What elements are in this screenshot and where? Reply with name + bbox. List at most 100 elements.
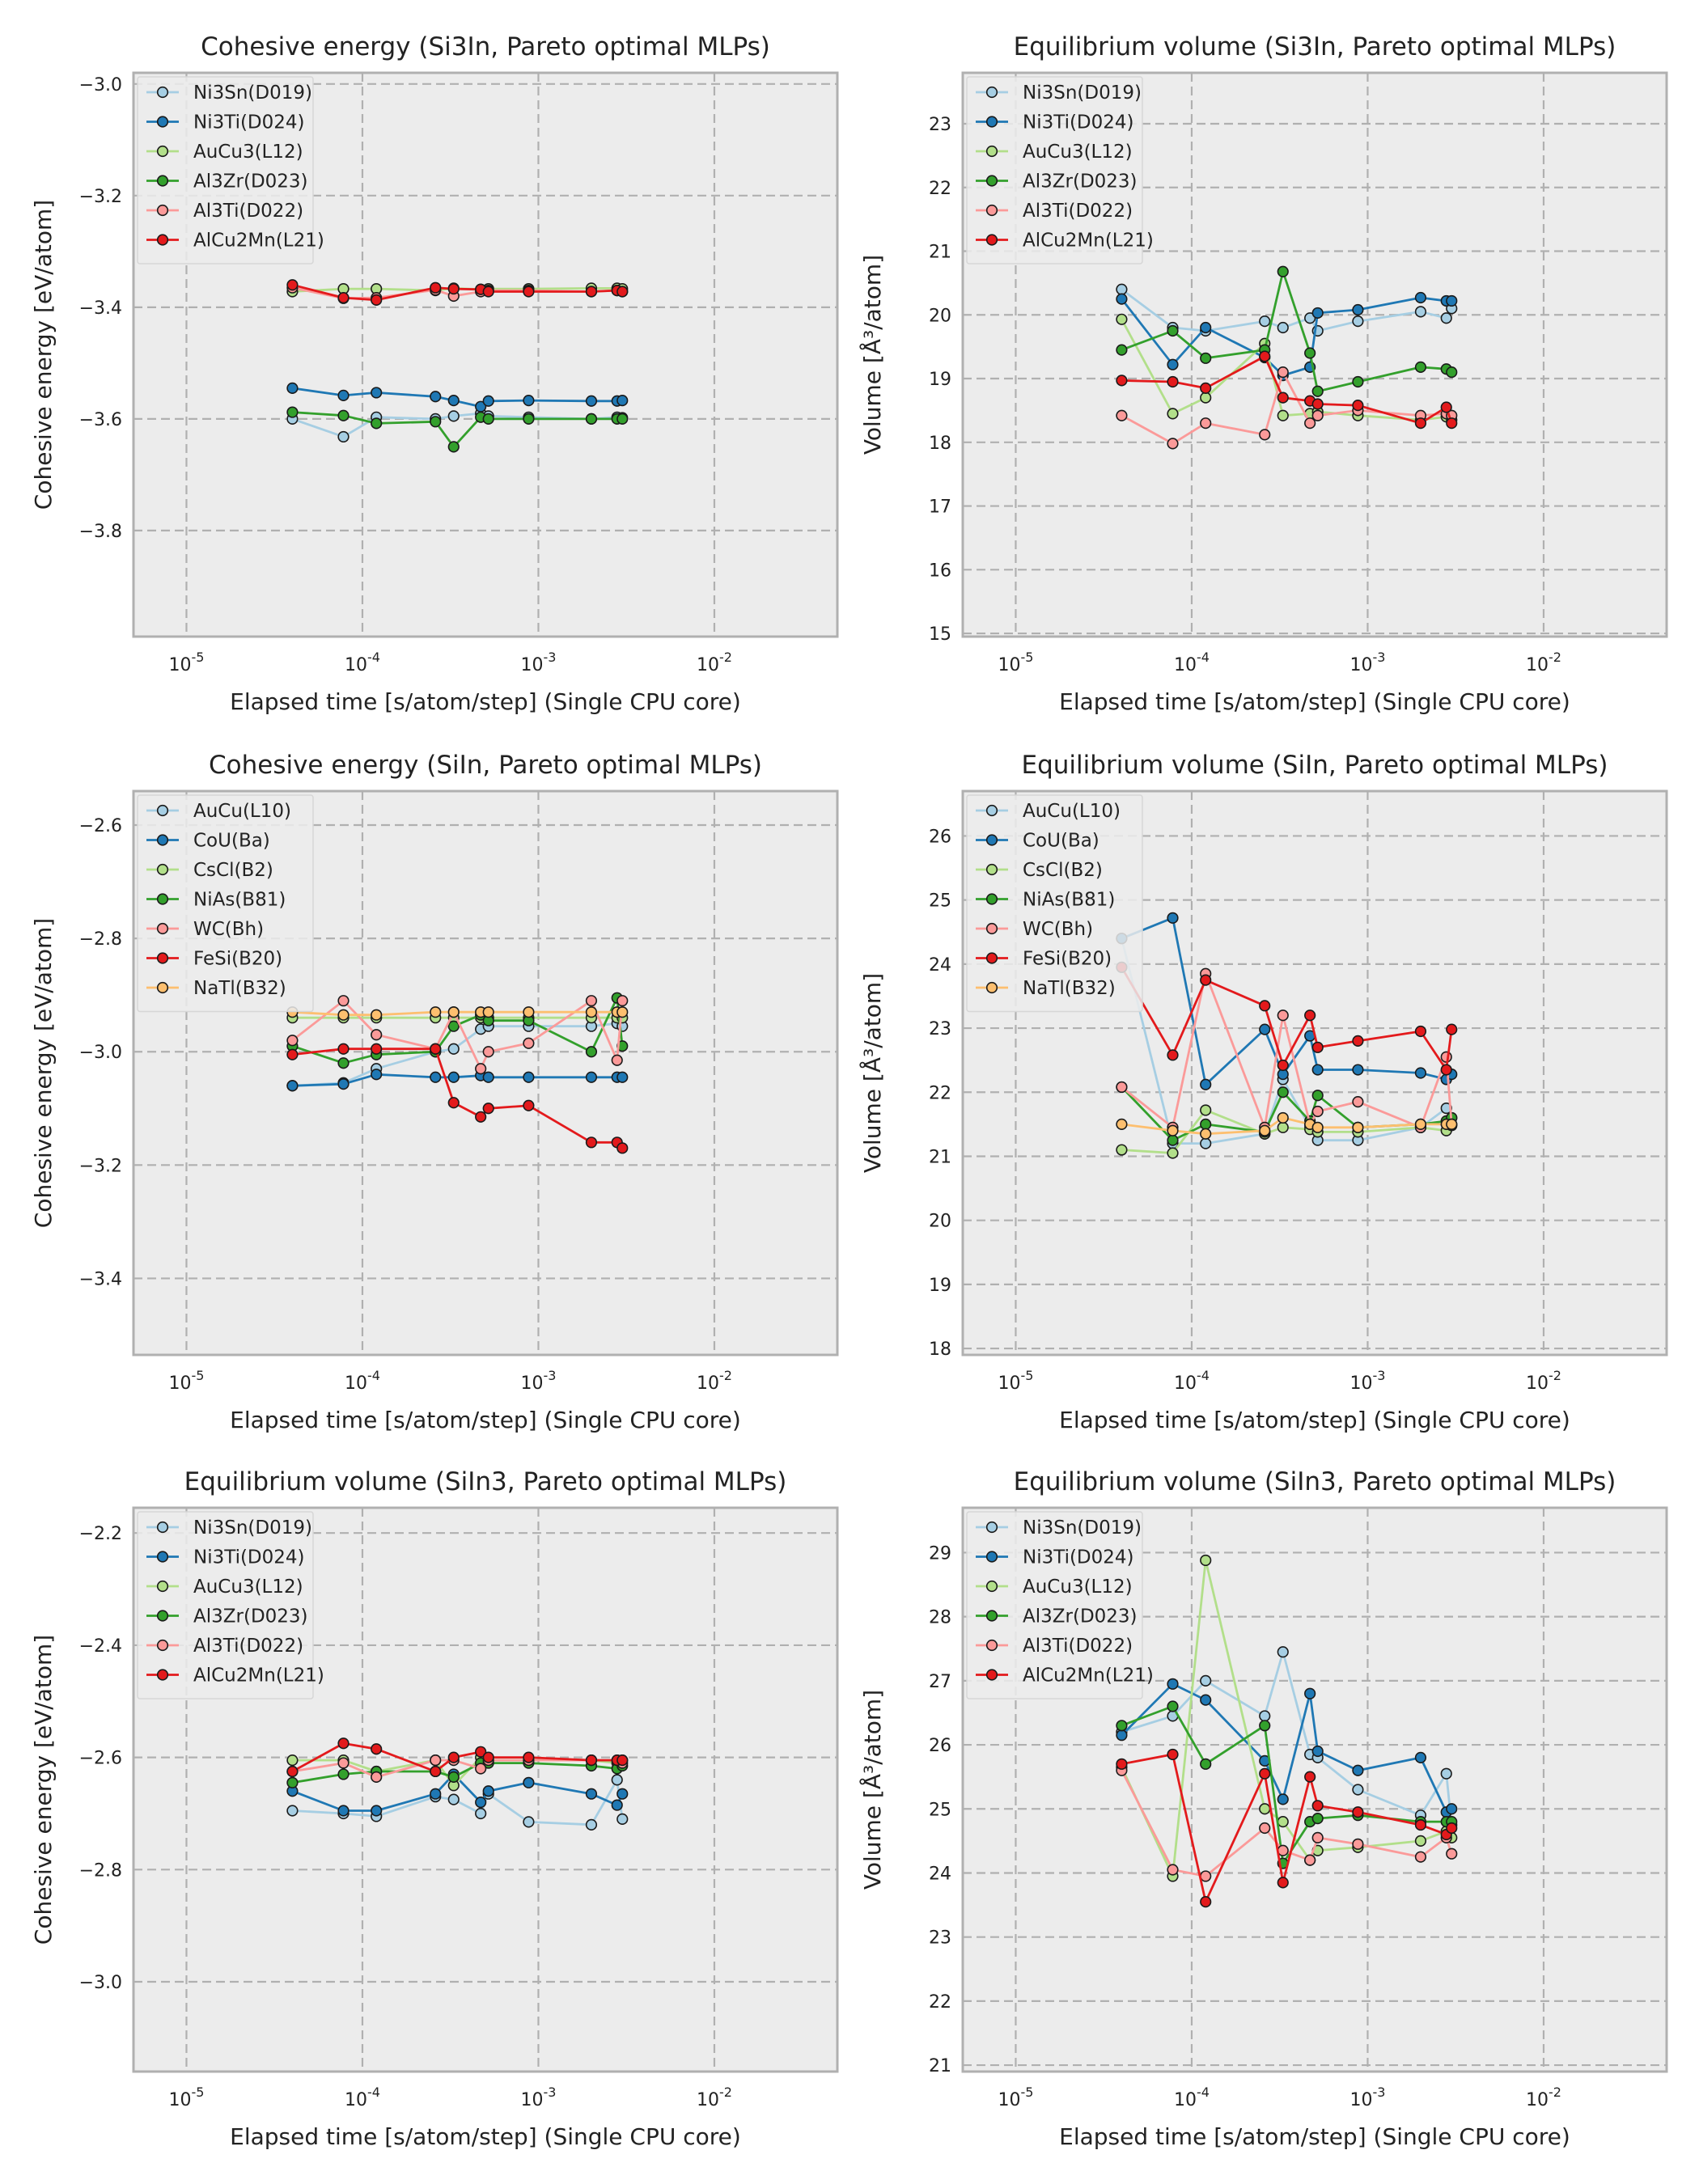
data-point bbox=[1414, 306, 1427, 318]
data-point bbox=[523, 1099, 535, 1111]
data-point bbox=[1259, 1710, 1271, 1722]
data-point bbox=[1167, 1049, 1179, 1061]
y-tick-label: 24 bbox=[929, 955, 951, 976]
y-tick-label: 16 bbox=[929, 561, 951, 581]
x-tick-exponent: -2 bbox=[719, 1368, 732, 1383]
data-point bbox=[1200, 1896, 1212, 1908]
x-tick-label: 10-3 bbox=[520, 2085, 556, 2110]
data-point bbox=[447, 1043, 460, 1055]
data-point bbox=[430, 1765, 442, 1778]
y-tick-label: −2.8 bbox=[79, 929, 122, 950]
x-tick-label: 10-3 bbox=[520, 650, 556, 675]
data-point bbox=[475, 1063, 487, 1075]
legend-label: Ni3Ti(D024) bbox=[1023, 112, 1134, 133]
legend-label: CsCl(B2) bbox=[193, 860, 273, 881]
x-tick-label: 10-4 bbox=[1174, 650, 1210, 675]
x-tick-exponent: -4 bbox=[367, 650, 380, 665]
data-point bbox=[482, 1046, 494, 1058]
data-point bbox=[1200, 1128, 1212, 1140]
x-tick-label: 10-4 bbox=[345, 650, 380, 675]
plot-frame bbox=[132, 71, 839, 638]
y-tick-label: −2.8 bbox=[79, 1860, 122, 1881]
legend-marker bbox=[985, 1580, 998, 1593]
plot-frame bbox=[961, 789, 1668, 1357]
data-point bbox=[475, 1807, 487, 1820]
data-point bbox=[447, 282, 460, 295]
legend-label: AlCu2Mn(L21) bbox=[1023, 231, 1154, 252]
legend-marker bbox=[156, 1669, 169, 1681]
x-tick-label: 10-2 bbox=[697, 2085, 732, 2110]
data-point bbox=[337, 995, 350, 1007]
x-tick-label: 10-3 bbox=[520, 1368, 556, 1394]
data-point bbox=[286, 382, 299, 395]
data-point bbox=[447, 394, 460, 407]
data-point bbox=[337, 409, 350, 421]
data-point bbox=[447, 1020, 460, 1032]
data-point bbox=[475, 1763, 487, 1775]
legend-label: NiAs(B81) bbox=[1023, 890, 1115, 911]
legend-label: Al3Zr(D023) bbox=[1023, 171, 1138, 193]
legend-marker bbox=[156, 86, 169, 99]
legend-label: WC(Bh) bbox=[1023, 919, 1093, 940]
data-point bbox=[585, 995, 598, 1007]
data-point bbox=[585, 1754, 598, 1767]
legend-marker bbox=[156, 204, 169, 217]
data-point bbox=[1414, 417, 1427, 430]
legend-label: FeSi(B20) bbox=[1023, 949, 1112, 970]
x-tick-base: 10 bbox=[168, 2090, 191, 2110]
data-point bbox=[1167, 358, 1179, 370]
data-point bbox=[337, 430, 350, 443]
data-point bbox=[1304, 1771, 1316, 1783]
legend-label: WC(Bh) bbox=[193, 919, 264, 940]
x-tick-label: 10-5 bbox=[168, 1368, 204, 1394]
data-point bbox=[1277, 1793, 1289, 1805]
y-tick-label: −3.2 bbox=[79, 187, 122, 207]
data-point bbox=[286, 1765, 299, 1778]
x-tick-exponent: -3 bbox=[543, 650, 556, 665]
data-point bbox=[1311, 398, 1324, 410]
data-point bbox=[616, 1006, 629, 1018]
data-point bbox=[1277, 1844, 1289, 1856]
data-point bbox=[337, 1057, 350, 1069]
data-point bbox=[1352, 1096, 1364, 1108]
data-point bbox=[1259, 1720, 1271, 1732]
legend-label: Ni3Ti(D024) bbox=[1023, 1547, 1134, 1568]
x-tick-label: 10-5 bbox=[168, 650, 204, 675]
x-tick-base: 10 bbox=[168, 1373, 191, 1394]
y-tick-label: 22 bbox=[929, 1992, 951, 2013]
legend-marker bbox=[985, 893, 998, 905]
data-point bbox=[1116, 375, 1128, 387]
data-point bbox=[371, 1029, 383, 1041]
data-point bbox=[371, 1069, 383, 1081]
x-tick-exponent: -3 bbox=[543, 1368, 556, 1383]
x-tick-label: 10-3 bbox=[1349, 650, 1385, 675]
y-tick-label: 25 bbox=[929, 891, 951, 912]
data-point bbox=[475, 1746, 487, 1758]
data-point bbox=[1200, 417, 1212, 430]
data-point bbox=[1446, 1803, 1458, 1815]
x-tick-exponent: -5 bbox=[191, 1368, 204, 1383]
data-point bbox=[611, 1054, 623, 1066]
legend-marker bbox=[985, 1669, 998, 1681]
data-point bbox=[1277, 392, 1289, 404]
data-point bbox=[430, 1754, 442, 1767]
data-point bbox=[1116, 1144, 1128, 1156]
data-point bbox=[523, 413, 535, 425]
data-point bbox=[585, 1071, 598, 1083]
data-point bbox=[1277, 1816, 1289, 1828]
x-tick-label: 10-4 bbox=[345, 1368, 380, 1394]
legend-marker bbox=[156, 1610, 169, 1622]
x-tick-base: 10 bbox=[1526, 655, 1549, 675]
data-point bbox=[585, 1788, 598, 1800]
data-point bbox=[482, 1751, 494, 1763]
chart-title: Equilibrium volume (SiIn, Pareto optimal… bbox=[1022, 751, 1608, 780]
chart-title: Equilibrium volume (Si3In, Pareto optima… bbox=[1014, 32, 1616, 61]
x-tick-base: 10 bbox=[520, 655, 543, 675]
data-point bbox=[1259, 1767, 1271, 1780]
data-point bbox=[1446, 294, 1458, 307]
data-point bbox=[1277, 1059, 1289, 1072]
data-point bbox=[286, 1754, 299, 1767]
data-point bbox=[1167, 375, 1179, 388]
